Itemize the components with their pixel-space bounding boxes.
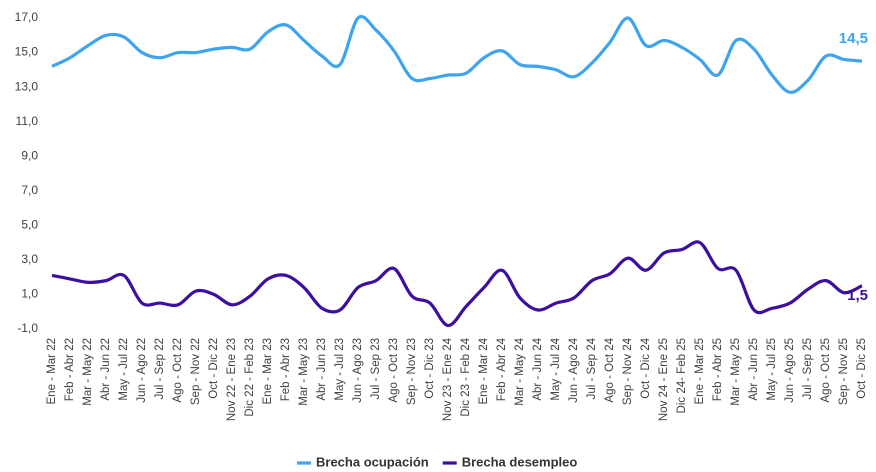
x-tick-label: Ene - Mar 24	[478, 337, 490, 404]
x-tick-label: Jun - Ago 23	[352, 338, 364, 403]
x-tick-label: Abr - Jun 22	[100, 338, 112, 401]
x-tick-label: Jun - Ago 25	[784, 338, 796, 403]
y-tick-label: 7,0	[21, 183, 38, 197]
x-tick-label: Abr - Jun 23	[316, 338, 328, 401]
data-label: 14,5	[839, 30, 868, 47]
data-label: 1,5	[847, 287, 868, 304]
x-tick-label: May - Jul 23	[334, 338, 346, 401]
y-tick-label: 15,0	[15, 45, 39, 59]
x-tick-label: Ago - Oct 24	[604, 337, 616, 402]
x-tick-label: Nov 22 - Ene 23	[226, 338, 238, 421]
y-tick-label: 17,0	[15, 10, 39, 24]
x-tick-label: Ene - Mar 23	[262, 338, 274, 404]
y-tick-label: 13,0	[15, 79, 39, 93]
x-tick-label: Dic 23 - Feb 24	[460, 337, 472, 416]
x-tick-label: Mar - May 25	[730, 338, 742, 406]
x-tick-label: Oct - Dic 25	[856, 338, 868, 399]
x-tick-label: Nov 23 - Ene 24	[442, 337, 454, 421]
y-tick-label: -1,0	[17, 321, 38, 335]
x-tick-label: Jun - Ago 22	[136, 338, 148, 403]
x-tick-label: Feb - Abr 24	[496, 337, 508, 401]
x-tick-label: Mar - May 24	[514, 337, 526, 405]
x-tick-label: Jun - Ago 24	[568, 337, 580, 402]
x-tick-label: Dic 24- Feb 25	[676, 338, 688, 413]
x-tick-label: Jul - Sep 22	[154, 338, 166, 399]
x-tick-label: Ago - Oct 22	[172, 338, 184, 403]
x-tick-label: Mar - May 22	[82, 338, 94, 406]
legend-label: Brecha ocupación	[316, 454, 429, 469]
line	[51, 15, 863, 94]
x-tick-label: Abr - Jun 25	[748, 338, 760, 401]
x-tick-label: Jul - Sep 24	[586, 337, 598, 399]
x-tick-label: Sep - Nov 25	[838, 338, 850, 405]
legend-label: Brecha desempleo	[462, 454, 578, 469]
x-tick-label: May - Jul 24	[550, 337, 562, 400]
x-tick-label: May - Jul 25	[766, 338, 778, 401]
y-tick-label: 3,0	[21, 252, 38, 266]
x-tick-label: Feb - Abr 23	[280, 338, 292, 401]
y-tick-label: 11,0	[16, 114, 39, 128]
x-tick-label: Feb - Abr 25	[712, 338, 724, 401]
x-tick-label: Ene - Mar 25	[694, 338, 706, 404]
x-tick-label: Oct - Dic 22	[208, 338, 220, 399]
x-tick-label: Sep - Nov 24	[622, 337, 634, 405]
y-tick-label: 1,0	[21, 287, 38, 301]
line	[51, 240, 863, 328]
y-tick-label: 9,0	[21, 148, 38, 162]
x-tick-label: Mar - May 23	[298, 338, 310, 406]
x-tick-label: Jul - Sep 23	[370, 338, 382, 399]
x-tick-label: May - Jul 22	[118, 338, 130, 401]
x-tick-label: Jul - Sep 25	[802, 338, 814, 399]
x-tick-label: Sep - Nov 23	[406, 338, 418, 405]
x-tick-label: Feb - Abr 22	[64, 338, 76, 401]
x-tick-label: Ago - Oct 23	[388, 338, 400, 403]
x-tick-label: Ago - Oct 25	[820, 338, 832, 403]
y-tick-label: 5,0	[21, 218, 38, 232]
x-tick-label: Oct - Dic 24	[640, 337, 652, 398]
x-tick-label: Abr - Jun 24	[532, 337, 544, 400]
x-tick-label: Ene - Mar 22	[46, 338, 58, 404]
x-tick-label: Oct - Dic 23	[424, 338, 436, 399]
x-tick-label: Nov 24 - Ene 25	[658, 338, 670, 421]
x-tick-label: Dic 22 - Feb 23	[244, 338, 256, 417]
x-tick-label: Sep - Nov 22	[190, 338, 202, 405]
